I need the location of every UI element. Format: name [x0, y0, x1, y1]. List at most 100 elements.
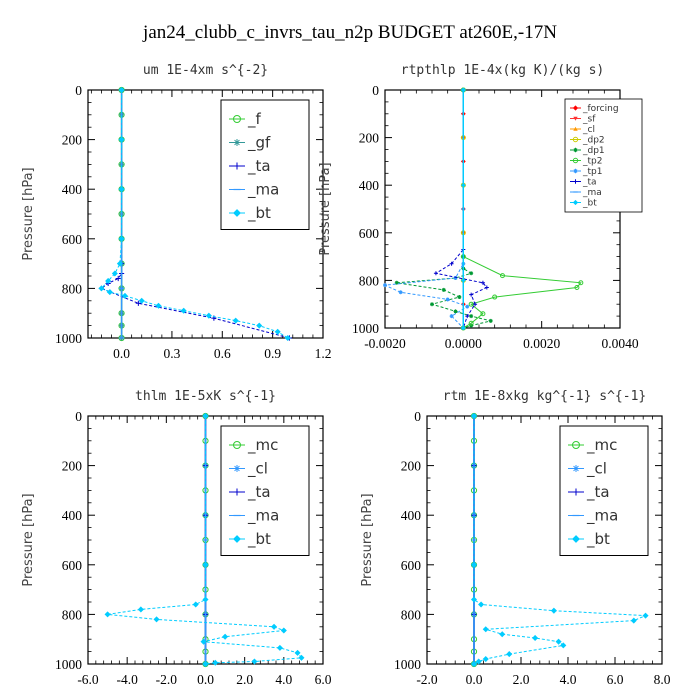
y-tick-label: 400 — [62, 508, 83, 523]
legend-label: _forcing — [582, 104, 619, 114]
y-tick-label: 600 — [359, 226, 380, 241]
data-point — [470, 660, 478, 668]
x-tick-label: 4.0 — [275, 672, 292, 687]
data-point — [480, 280, 485, 285]
panel-title: rtm 1E-8xkg kg^{-1} s^{-1} — [443, 389, 647, 404]
data-point — [470, 412, 478, 420]
data-point — [433, 271, 438, 276]
data-point — [465, 304, 470, 309]
data-point — [532, 634, 539, 641]
legend: _forcing_sf_cl_dp2_dp1_tp2_tp1_ta_ma_bt — [564, 98, 643, 213]
y-tick-label: 600 — [62, 558, 83, 573]
legend-box — [559, 425, 649, 556]
legend-marker — [572, 136, 579, 143]
legend-marker — [573, 116, 578, 121]
legend-label: _ta — [582, 178, 597, 188]
data-point — [394, 280, 399, 285]
data-point — [118, 86, 125, 94]
data-point — [630, 617, 637, 624]
legend-label: _ta — [247, 483, 271, 502]
x-tick-label: 2.0 — [513, 672, 530, 687]
x-tick-label: 2.0 — [236, 672, 253, 687]
legend-label: _ma — [582, 188, 602, 198]
data-point — [470, 561, 478, 568]
data-point — [398, 290, 403, 295]
panel-title: rtpthlp 1E-4x(kg K)/(kg s) — [401, 63, 605, 78]
series-line — [462, 90, 582, 329]
figure-title: jan24_clubb_c_invrs_tau_n2p BUDGET at260… — [142, 22, 557, 43]
data-point — [469, 292, 474, 297]
legend-marker — [233, 441, 241, 449]
data-point — [202, 660, 209, 668]
legend-label: _bt — [247, 530, 271, 549]
charts-group: um 1E-4xm s^{-2} Pressure [hPa] 0.0 0.3 0.6 0… — [21, 63, 671, 687]
data-point — [470, 596, 478, 603]
x-tick-label: 4.0 — [560, 672, 577, 687]
data-point — [383, 283, 387, 288]
data-point — [560, 642, 567, 649]
data-point — [478, 601, 485, 608]
legend-label: _tp2 — [582, 157, 602, 167]
y-tick-label: 1000 — [55, 657, 82, 672]
legend-label: _ma — [247, 507, 279, 526]
legend-box — [220, 425, 310, 556]
data-point — [106, 289, 113, 296]
data-point — [115, 275, 121, 282]
chart-panel-3: thlm 1E-5xK s^{-1} Pressure [hPa] -6.0 -4.0… — [21, 389, 332, 687]
data-point — [180, 307, 187, 314]
data-point — [469, 314, 474, 319]
y-tick-label: 0 — [75, 83, 82, 98]
legend: _f _gf _ta _ma _bt — [220, 99, 310, 230]
y-tick-label: 400 — [401, 508, 422, 523]
y-axis-label: Pressure [hPa] — [360, 493, 375, 586]
series-bt — [98, 86, 291, 342]
series-line — [434, 90, 488, 329]
data-point — [460, 87, 466, 93]
data-point — [457, 295, 462, 300]
data-point — [111, 270, 118, 277]
y-axis-label: Pressure [hPa] — [318, 162, 333, 255]
data-point — [118, 235, 125, 242]
series-line — [473, 416, 646, 665]
y-tick-label: 800 — [401, 607, 422, 622]
y-tick-label: 800 — [62, 281, 83, 296]
legend-label: _cl — [586, 460, 607, 479]
legend-label: _dp2 — [582, 136, 605, 146]
data-point — [460, 182, 466, 188]
y-tick-label: 0 — [414, 409, 421, 424]
data-point — [475, 658, 482, 665]
data-point — [202, 412, 209, 420]
y-tick-label: 600 — [401, 558, 422, 573]
series-bt — [104, 412, 305, 668]
chart-panel-1: um 1E-4xm s^{-2} Pressure [hPa] 0.0 0.3 0.6 0… — [21, 63, 331, 361]
data-point — [550, 607, 557, 614]
x-tick-label: 1.2 — [315, 346, 332, 361]
data-point — [460, 325, 466, 331]
data-point — [280, 627, 287, 634]
legend-label: _bt — [582, 199, 597, 209]
legend-marker — [233, 115, 241, 123]
legend-marker — [572, 105, 579, 111]
series-line — [100, 90, 289, 339]
y-axis-label: Pressure [hPa] — [21, 493, 36, 586]
data-point — [492, 294, 498, 300]
legend-label: _mc — [247, 436, 278, 455]
y-tick-label: 0 — [75, 409, 82, 424]
data-point — [116, 260, 123, 267]
chart-panel-4: rtm 1E-8xkg kg^{-1} s^{-1} Pressure [hPa]… — [360, 389, 671, 687]
data-point — [276, 644, 283, 651]
legend-label: _mc — [586, 436, 617, 455]
legend-label: _cl — [247, 460, 268, 479]
y-tick-label: 200 — [359, 131, 380, 146]
x-tick-label: -6.0 — [77, 672, 99, 687]
legend-marker — [573, 168, 578, 174]
data-point — [453, 309, 458, 314]
legend-label: _gf — [247, 134, 271, 153]
x-tick-label: 0.0 — [113, 346, 130, 361]
data-point — [499, 631, 506, 638]
panel-title: thlm 1E-5xK s^{-1} — [135, 389, 276, 404]
legend-label: _ma — [586, 507, 618, 526]
data-point — [118, 136, 125, 143]
legend-label: _bt — [247, 204, 271, 223]
